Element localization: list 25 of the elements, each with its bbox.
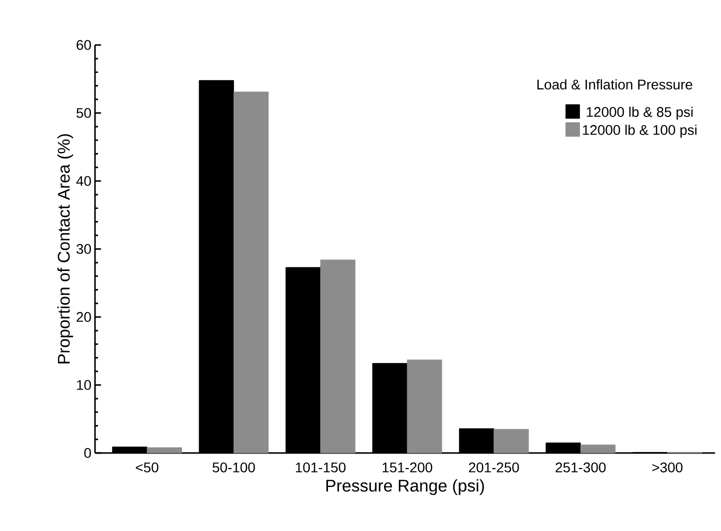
bar (580, 444, 616, 454)
x-axis-title: Pressure Range (psi) (326, 479, 484, 496)
legend-title: Load & Inflation Pressure (537, 79, 692, 90)
y-tick-label: 30 (76, 244, 91, 254)
x-tick-label: 151-200 (382, 462, 432, 472)
y-tick-label: 50 (76, 108, 91, 118)
legend-label: 12000 lb & 85 psi (586, 106, 693, 120)
y-tick-label: 40 (76, 176, 91, 186)
x-tick-label: 251-300 (556, 462, 606, 472)
y-axis-title: Proportion of Contact Area (%) (57, 134, 74, 364)
y-tick-label: 0 (84, 448, 91, 458)
bar (494, 428, 529, 454)
x-tick-label: <50 (136, 462, 158, 472)
x-tick-label: 101-150 (296, 462, 346, 472)
bar (234, 92, 269, 454)
legend-label: 12000 lb & 100 psi (582, 124, 696, 138)
y-tick-label: 20 (76, 312, 91, 322)
bar (406, 360, 442, 454)
y-tick-label: 10 (77, 380, 91, 390)
bar (146, 447, 182, 454)
x-tick-label: 201-250 (468, 462, 519, 472)
x-tick-label: >300 (652, 462, 682, 472)
bar (320, 260, 356, 454)
x-tick-label: 50-100 (212, 462, 255, 472)
y-tick-label: 60 (76, 40, 91, 50)
